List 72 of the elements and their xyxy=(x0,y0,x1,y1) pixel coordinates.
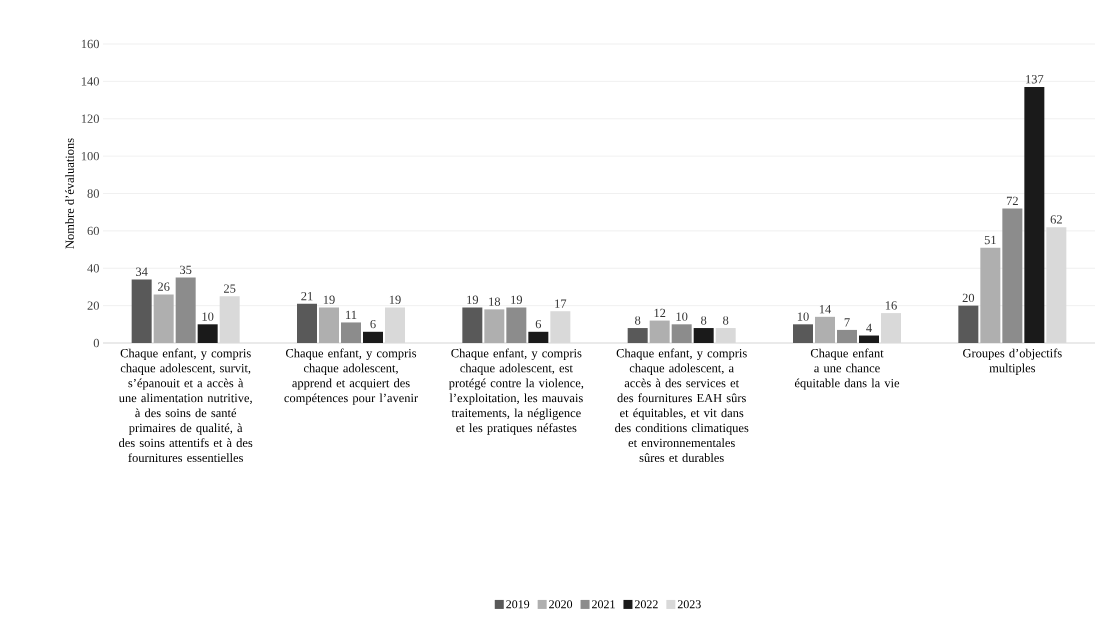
bar xyxy=(958,305,979,343)
bar xyxy=(1024,86,1045,343)
x-tick-label: Chaque enfant a une chance équitable dans la vie xyxy=(794,348,900,390)
x-tick-label: Groupes d’objectifs multiples xyxy=(963,348,1062,375)
x-tick-label: Chaque enfant, y compris chaque adolescent, est protégé contre la violence, l’exploitation, les mauvais traitements, la négligence et les pratiques néfastes xyxy=(448,348,584,435)
data-label: 35 xyxy=(180,265,192,275)
data-label: 19 xyxy=(323,295,335,304)
data-label: 20 xyxy=(962,293,975,303)
data-label: 12 xyxy=(654,308,666,318)
bar xyxy=(175,277,196,343)
data-label: 6 xyxy=(535,319,542,329)
x-tick-label: Chaque enfant, y compris chaque adolescent, survit, s’épanouit et a accès à une alimentation nutritive, à des soins de santé primaires de qualité, à des soins attentifs et à des fournitures essentielles xyxy=(118,348,253,463)
data-label: 11 xyxy=(346,310,357,319)
bar xyxy=(528,331,549,343)
y-tick-label: 160 xyxy=(81,39,99,49)
bar xyxy=(627,328,648,343)
y-tick-label: 80 xyxy=(87,189,99,198)
y-axis-title: Nombre d’évaluations xyxy=(65,138,74,249)
y-tick-label: 60 xyxy=(87,226,99,236)
data-label: 26 xyxy=(157,282,170,291)
data-label: 25 xyxy=(223,284,236,293)
data-label: 17 xyxy=(555,299,567,308)
data-label: 8 xyxy=(635,316,641,325)
data-label: 10 xyxy=(676,312,688,321)
bar xyxy=(793,324,814,343)
y-tick-label: 100 xyxy=(81,151,99,161)
y-tick-label: 140 xyxy=(81,77,99,86)
legend-label: 2021 xyxy=(592,600,615,609)
data-label: 10 xyxy=(797,312,809,321)
data-label: 7 xyxy=(844,318,850,327)
y-tick-label: 20 xyxy=(87,301,99,310)
bar xyxy=(550,311,571,343)
bar xyxy=(341,322,361,343)
bar xyxy=(506,307,527,343)
bar xyxy=(1002,208,1023,343)
data-label: 137 xyxy=(1026,75,1044,84)
data-label: 16 xyxy=(885,301,897,310)
y-tick-label: 0 xyxy=(93,338,99,348)
data-label: 10 xyxy=(202,312,214,321)
bar xyxy=(859,335,880,343)
bar xyxy=(197,324,218,343)
data-label: 19 xyxy=(511,295,523,304)
data-label: 4 xyxy=(866,323,872,333)
legend-label: 2019 xyxy=(506,600,530,609)
bar xyxy=(671,324,692,343)
x-tick-label: Chaque enfant, y compris chaque adolescent, a accès à des services et des fournitures EAH sûrs et équitables, et vit dans des conditions climatiques et environnementales sûres et durables xyxy=(615,348,749,463)
data-label: 19 xyxy=(467,295,479,304)
data-label: 19 xyxy=(389,295,401,304)
legend-label: 2020 xyxy=(549,600,573,609)
bar xyxy=(462,307,483,343)
data-label: 8 xyxy=(701,316,707,325)
legend-label: 2022 xyxy=(634,600,658,609)
x-tick-label: Chaque enfant, y compris chaque adolescent, apprend et acquiert des compétences pour l’avenir xyxy=(284,348,418,405)
bar xyxy=(881,313,902,343)
data-label: 14 xyxy=(819,305,832,314)
data-label: 6 xyxy=(370,319,376,329)
data-label: 34 xyxy=(136,267,148,276)
bar xyxy=(715,328,736,343)
bar xyxy=(837,329,858,343)
data-label: 21 xyxy=(301,291,313,301)
bar xyxy=(131,279,152,343)
data-label: 18 xyxy=(489,297,501,306)
y-tick-label: 40 xyxy=(87,264,99,273)
bar xyxy=(693,328,714,343)
bar xyxy=(297,303,317,343)
bar xyxy=(363,331,383,343)
data-label: 51 xyxy=(984,235,996,245)
legend-label: 2023 xyxy=(677,600,701,609)
data-label: 8 xyxy=(723,316,729,325)
y-tick-label: 120 xyxy=(81,114,99,123)
data-label: 72 xyxy=(1006,196,1018,205)
data-label: 62 xyxy=(1050,215,1062,224)
